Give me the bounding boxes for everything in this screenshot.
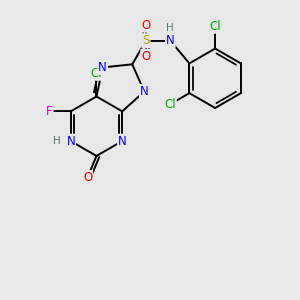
Text: H: H [52, 136, 60, 146]
Text: N: N [98, 61, 107, 74]
Text: O: O [141, 19, 151, 32]
Text: N: N [166, 34, 175, 47]
Text: H: H [167, 23, 174, 33]
Text: N: N [118, 135, 127, 148]
Text: Cl: Cl [91, 67, 102, 80]
Text: O: O [83, 171, 92, 184]
Text: F: F [46, 105, 53, 118]
Text: N: N [66, 135, 75, 148]
Text: O: O [141, 50, 151, 63]
Text: Cl: Cl [164, 98, 176, 111]
Text: Cl: Cl [209, 20, 221, 33]
Text: N: N [140, 85, 149, 98]
Text: S: S [142, 34, 150, 47]
